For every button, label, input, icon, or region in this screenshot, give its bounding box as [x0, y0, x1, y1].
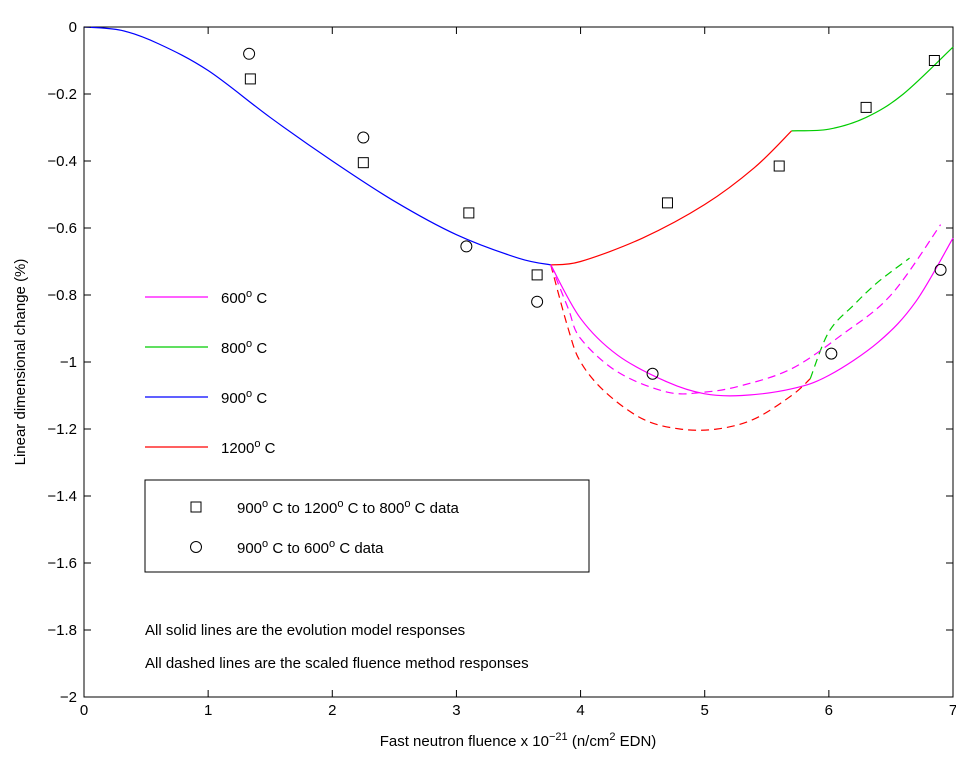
square-point-2	[463, 207, 475, 219]
annotation-solid-lines: All solid lines are the evolution model …	[145, 622, 465, 639]
y-tick-label-9: −1.8	[47, 622, 77, 639]
legend-label-900: 900o C	[221, 388, 267, 407]
y-tick-label-5: −1	[60, 354, 77, 371]
annotation-dashed-lines: All dashed lines are the scaled fluence …	[145, 655, 529, 672]
legend-marker-label-circle: 900o C to 600o C data	[237, 538, 384, 557]
square-point-6	[860, 101, 872, 113]
x-tick-label-0: 0	[80, 702, 88, 719]
y-tick-label-0: 0	[69, 19, 77, 36]
square-point-3	[531, 269, 543, 281]
plot-area	[83, 26, 954, 698]
circle-point-1	[357, 131, 370, 144]
legend-label-1200: 1200o C	[221, 438, 276, 457]
series-line-800-dashed-5	[809, 257, 910, 379]
circle-point-5	[825, 347, 838, 360]
y-tick-label-10: −2	[60, 689, 77, 706]
y-tick-label-8: −1.6	[47, 555, 77, 572]
series-line-900-solid-0	[83, 26, 551, 266]
square-point-0	[244, 73, 256, 85]
x-axis-ticks: 0 1 2 3 4 5 6 7	[80, 27, 956, 719]
data-markers	[243, 47, 947, 380]
y-tick-label-2: −0.4	[47, 153, 77, 170]
marker-legend-box	[144, 479, 590, 573]
series-line-600-dashed-6	[550, 224, 942, 395]
circle-point-6	[934, 263, 947, 276]
y-tick-label-3: −0.6	[47, 220, 77, 237]
legend-markers: 900o C to 1200o C to 800o C data 900o C t…	[190, 498, 460, 557]
y-axis-label: Linear dimensional change (%)	[12, 259, 29, 466]
legend-label-800: 800o C	[221, 338, 267, 357]
circle-point-3	[531, 295, 544, 308]
series-line-600-solid-3	[550, 237, 954, 397]
series-line-800-solid-2	[791, 46, 954, 132]
legend-label-600: 600o C	[221, 288, 267, 307]
x-tick-label-6: 6	[825, 702, 833, 719]
y-axis-ticks: 0 −0.2 −0.4 −0.6 −0.8 −1 −1.2 −1.4 −1.6 −1.8 −2	[47, 19, 953, 706]
y-tick-label-6: −1.2	[47, 421, 77, 438]
series-line-1200-dashed-4	[550, 264, 811, 431]
x-axis-label: Fast neutron fluence x 10−21 (n/cm2 EDN)	[380, 731, 657, 750]
square-point-7	[928, 55, 940, 66]
legend-lines: 600o C 800o C 900o C 1200o C	[145, 288, 276, 457]
x-tick-label-5: 5	[701, 702, 709, 719]
legend-square-icon	[190, 501, 202, 513]
square-point-4	[661, 197, 673, 209]
square-point-5	[773, 160, 785, 172]
legend-marker-label-square: 900o C to 1200o C to 800o C data	[237, 498, 460, 517]
x-tick-label-7: 7	[949, 702, 956, 719]
y-tick-label-1: −0.2	[47, 86, 77, 103]
x-tick-label-2: 2	[328, 702, 336, 719]
series-curves	[83, 26, 954, 431]
legend-circle-icon	[190, 541, 202, 553]
square-point-1	[357, 157, 369, 169]
circle-point-4	[646, 367, 659, 380]
x-tick-label-3: 3	[452, 702, 460, 719]
circle-point-0	[243, 47, 256, 60]
x-tick-label-1: 1	[204, 702, 212, 719]
series-line-1200-solid-1	[550, 130, 793, 266]
x-tick-label-4: 4	[576, 702, 584, 719]
y-tick-label-4: −0.8	[47, 287, 77, 304]
y-tick-label-7: −1.4	[47, 488, 77, 505]
circle-point-2	[460, 240, 473, 253]
